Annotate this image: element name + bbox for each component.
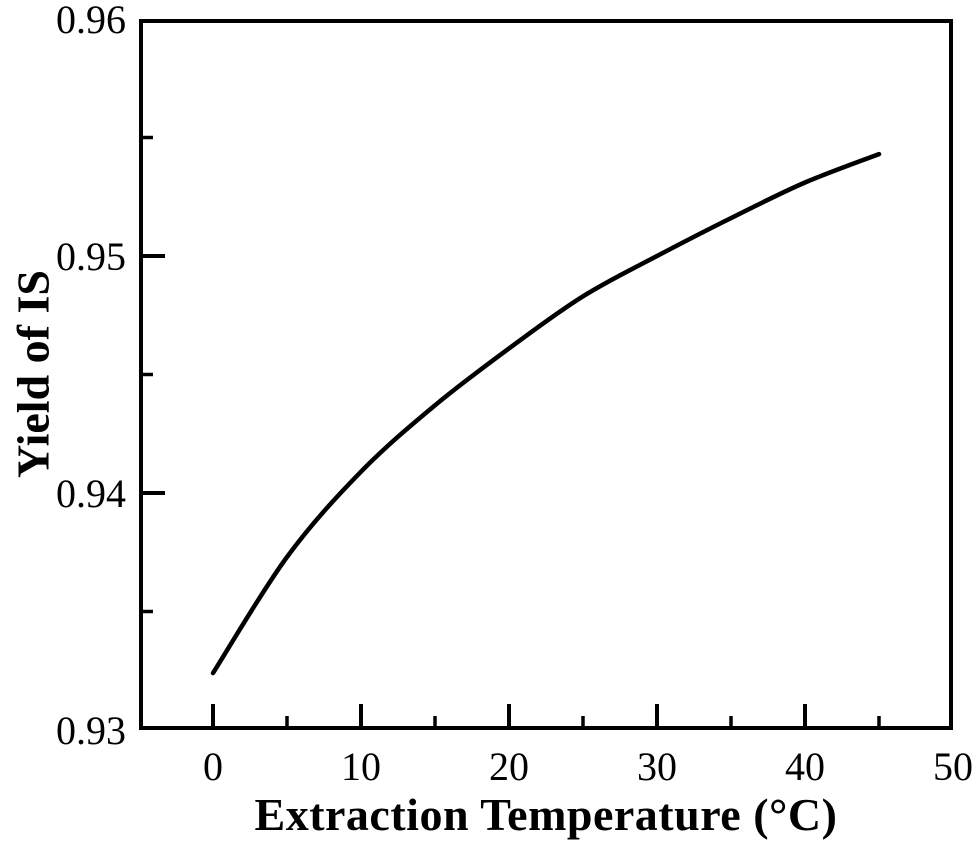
y-axis-title: Yield of IS: [7, 270, 59, 478]
x-axis-title: Extraction Temperature (°C): [254, 789, 838, 840]
x-tick-label: 50: [933, 744, 973, 789]
y-tick-label: 0.93: [56, 708, 126, 753]
y-tick-label: 0.96: [56, 0, 126, 42]
x-tick-label: 30: [637, 744, 677, 789]
y-tick-label: 0.94: [56, 471, 126, 516]
x-tick-label: 40: [785, 744, 825, 789]
x-tick-label: 20: [489, 744, 529, 789]
x-tick-label: 10: [341, 744, 381, 789]
data-curve: [210, 151, 882, 676]
x-tick-label: 0: [203, 744, 223, 789]
y-tick-label: 0.95: [56, 234, 126, 279]
plot-frame: [139, 19, 953, 730]
